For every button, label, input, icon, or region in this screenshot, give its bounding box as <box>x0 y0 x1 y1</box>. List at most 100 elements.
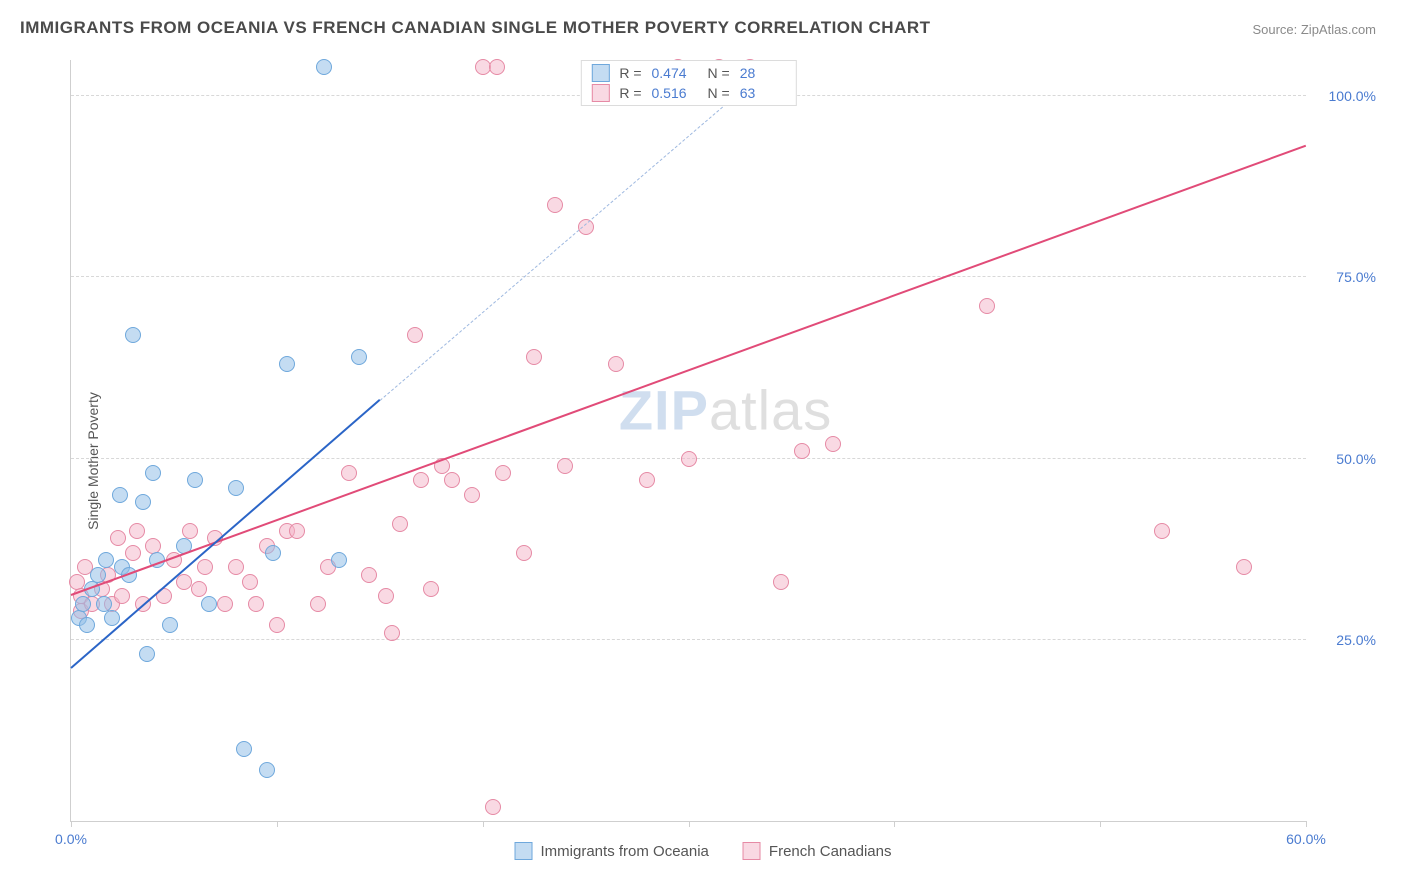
data-point-french <box>114 588 130 604</box>
data-point-oceania <box>331 552 347 568</box>
r-label: R = <box>619 65 641 81</box>
y-tick-label: 100.0% <box>1329 88 1376 104</box>
legend-label-french: French Canadians <box>769 843 892 860</box>
legend-row-oceania: R = 0.474 N = 28 <box>581 63 795 83</box>
data-point-french <box>1154 523 1170 539</box>
n-value-oceania: 28 <box>740 65 786 81</box>
series-legend: Immigrants from Oceania French Canadians <box>515 842 892 860</box>
x-tick <box>1100 821 1101 827</box>
data-point-french <box>242 574 258 590</box>
data-point-oceania <box>145 465 161 481</box>
data-point-french <box>681 451 697 467</box>
data-point-french <box>110 530 126 546</box>
data-point-oceania <box>139 646 155 662</box>
legend-item-oceania: Immigrants from Oceania <box>515 842 709 860</box>
data-point-oceania <box>135 494 151 510</box>
data-point-french <box>197 559 213 575</box>
data-point-french <box>773 574 789 590</box>
legend-item-french: French Canadians <box>743 842 892 860</box>
x-tick <box>483 821 484 827</box>
swatch-oceania <box>591 64 609 82</box>
y-tick-label: 50.0% <box>1336 451 1376 467</box>
data-point-oceania <box>201 596 217 612</box>
legend-label-oceania: Immigrants from Oceania <box>541 843 709 860</box>
data-point-oceania <box>98 552 114 568</box>
chart-title: IMMIGRANTS FROM OCEANIA VS FRENCH CANADI… <box>20 18 931 38</box>
y-tick-label: 75.0% <box>1336 269 1376 285</box>
regression-line <box>379 74 760 401</box>
data-point-oceania <box>265 545 281 561</box>
data-point-french <box>608 356 624 372</box>
data-point-french <box>407 327 423 343</box>
data-point-oceania <box>125 327 141 343</box>
gridline-y <box>71 276 1306 277</box>
r-value-french: 0.516 <box>652 85 698 101</box>
data-point-oceania <box>162 617 178 633</box>
data-point-oceania <box>90 567 106 583</box>
data-point-oceania <box>187 472 203 488</box>
data-point-french <box>639 472 655 488</box>
data-point-oceania <box>259 762 275 778</box>
x-tick <box>689 821 690 827</box>
x-tick <box>1306 821 1307 827</box>
data-point-french <box>464 487 480 503</box>
data-point-french <box>228 559 244 575</box>
data-point-french <box>384 625 400 641</box>
data-point-french <box>125 545 141 561</box>
data-point-oceania <box>351 349 367 365</box>
data-point-oceania <box>236 741 252 757</box>
data-point-oceania <box>228 480 244 496</box>
watermark: ZIPatlas <box>619 378 832 443</box>
data-point-french <box>289 523 305 539</box>
watermark-zip: ZIP <box>619 379 709 442</box>
y-tick-label: 25.0% <box>1336 632 1376 648</box>
data-point-oceania <box>79 617 95 633</box>
x-tick <box>894 821 895 827</box>
r-value-oceania: 0.474 <box>652 65 698 81</box>
data-point-oceania <box>316 59 332 75</box>
data-point-french <box>825 436 841 452</box>
data-point-french <box>444 472 460 488</box>
swatch-oceania <box>515 842 533 860</box>
data-point-french <box>378 588 394 604</box>
data-point-french <box>248 596 264 612</box>
data-point-french <box>489 59 505 75</box>
data-point-french <box>979 298 995 314</box>
n-label: N = <box>708 65 730 81</box>
data-point-french <box>145 538 161 554</box>
data-point-french <box>191 581 207 597</box>
regression-line <box>71 145 1307 596</box>
swatch-french <box>591 84 609 102</box>
swatch-french <box>743 842 761 860</box>
chart-container: Single Mother Poverty ZIPatlas R = 0.474… <box>20 50 1386 872</box>
correlation-legend: R = 0.474 N = 28 R = 0.516 N = 63 <box>580 60 796 106</box>
data-point-french <box>495 465 511 481</box>
data-point-french <box>578 219 594 235</box>
data-point-oceania <box>75 596 91 612</box>
data-point-french <box>269 617 285 633</box>
x-tick-label: 60.0% <box>1286 831 1326 847</box>
data-point-french <box>526 349 542 365</box>
x-tick-label: 0.0% <box>55 831 87 847</box>
data-point-french <box>413 472 429 488</box>
data-point-french <box>547 197 563 213</box>
n-value-french: 63 <box>740 85 786 101</box>
data-point-french <box>1236 559 1252 575</box>
data-point-oceania <box>279 356 295 372</box>
data-point-french <box>341 465 357 481</box>
gridline-y <box>71 639 1306 640</box>
data-point-oceania <box>104 610 120 626</box>
x-tick <box>71 821 72 827</box>
data-point-french <box>217 596 233 612</box>
legend-row-french: R = 0.516 N = 63 <box>581 83 795 103</box>
data-point-french <box>310 596 326 612</box>
data-point-french <box>361 567 377 583</box>
data-point-french <box>423 581 439 597</box>
source-label: Source: ZipAtlas.com <box>1252 22 1376 37</box>
data-point-oceania <box>96 596 112 612</box>
data-point-french <box>485 799 501 815</box>
n-label: N = <box>708 85 730 101</box>
r-label: R = <box>619 85 641 101</box>
data-point-french <box>794 443 810 459</box>
data-point-french <box>516 545 532 561</box>
